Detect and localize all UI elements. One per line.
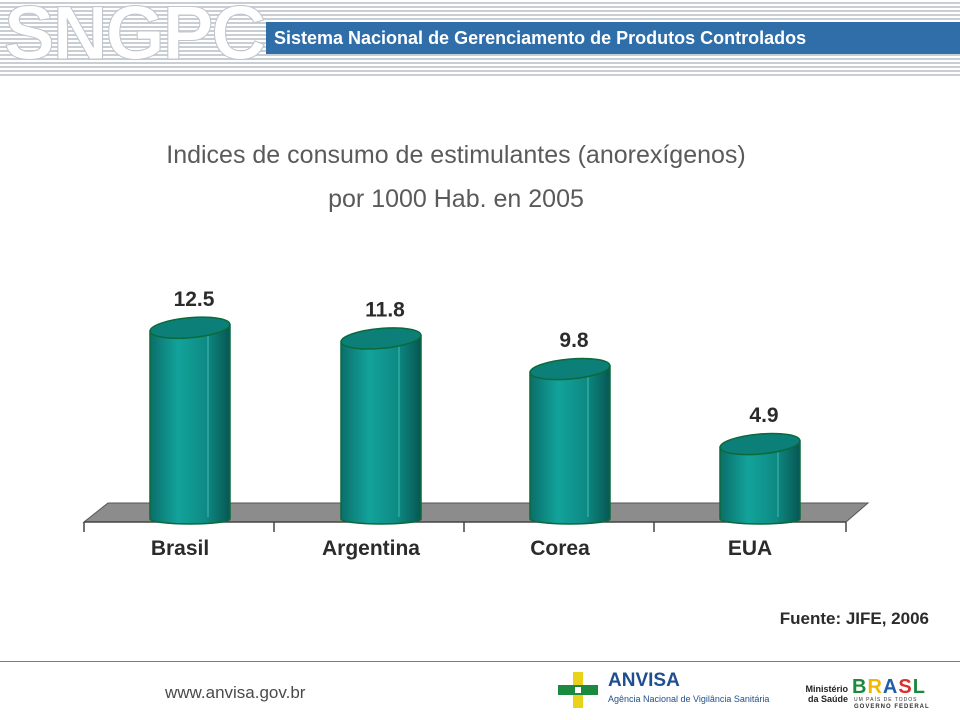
footer-divider bbox=[0, 661, 960, 662]
brasil-logo: BRASL UM PAÍS DE TODOS GOVERNO FEDERAL bbox=[852, 676, 940, 712]
chart-source: Fuente: JIFE, 2006 bbox=[780, 609, 929, 628]
brasil-letter: A bbox=[882, 676, 899, 698]
bar-chart: Indices de consumo de estimulantes (anor… bbox=[82, 141, 929, 628]
header: SNGPC Sistema Nacional de Gerenciamento … bbox=[0, 0, 960, 78]
brasil-letter: B bbox=[852, 676, 868, 698]
category-label: Corea bbox=[530, 537, 590, 560]
bar bbox=[149, 316, 231, 525]
bar-top bbox=[149, 316, 231, 340]
bar-body bbox=[340, 334, 422, 525]
category-label: EUA bbox=[728, 537, 772, 560]
ministry-logo: Ministério da Saúde bbox=[798, 684, 848, 704]
value-label: 4.9 bbox=[749, 404, 778, 427]
brasil-government: GOVERNO FEDERAL bbox=[854, 704, 930, 710]
bar-body bbox=[529, 365, 611, 525]
anvisa-subtitle: Agência Nacional de Vigilância Sanitária bbox=[608, 694, 770, 704]
ministry-line-1: Ministério bbox=[805, 684, 848, 694]
bar-top bbox=[719, 432, 801, 456]
bar-top bbox=[340, 327, 422, 350]
category-label: Brasil bbox=[151, 537, 209, 560]
brasil-letter: S bbox=[898, 676, 913, 698]
bar-top bbox=[529, 357, 611, 381]
ministry-line-2: da Saúde bbox=[807, 694, 848, 704]
bar-body bbox=[719, 440, 801, 525]
brasil-wordmark: BRASL bbox=[852, 676, 926, 699]
value-label: 11.8 bbox=[365, 298, 405, 321]
anvisa-cross-icon bbox=[558, 672, 598, 708]
footer-url[interactable]: www.anvisa.gov.br bbox=[165, 683, 306, 702]
anvisa-logo: ANVISA Agência Nacional de Vigilância Sa… bbox=[556, 668, 792, 712]
value-label: 9.8 bbox=[559, 329, 589, 352]
brasil-letter: L bbox=[912, 676, 926, 698]
category-label: Argentina bbox=[322, 537, 420, 560]
bar-body bbox=[149, 323, 231, 525]
bar bbox=[340, 327, 422, 525]
chart-title: Indices de consumo de estimulantes (anor… bbox=[166, 141, 746, 169]
sngpc-logo: SNGPC bbox=[3, 0, 266, 76]
value-label: 12.5 bbox=[174, 288, 215, 311]
brasil-tagline: UM PAÍS DE TODOS bbox=[854, 697, 918, 703]
brasil-letter: R bbox=[867, 676, 883, 698]
bar bbox=[719, 432, 801, 525]
chart-subtitle: por 1000 Hab. en 2005 bbox=[328, 185, 584, 213]
title-bar: Sistema Nacional de Gerenciamento de Pro… bbox=[266, 22, 960, 54]
bars-group bbox=[149, 316, 801, 525]
system-title: Sistema Nacional de Gerenciamento de Pro… bbox=[274, 28, 807, 48]
bar bbox=[529, 357, 611, 525]
anvisa-name: ANVISA bbox=[608, 670, 680, 691]
